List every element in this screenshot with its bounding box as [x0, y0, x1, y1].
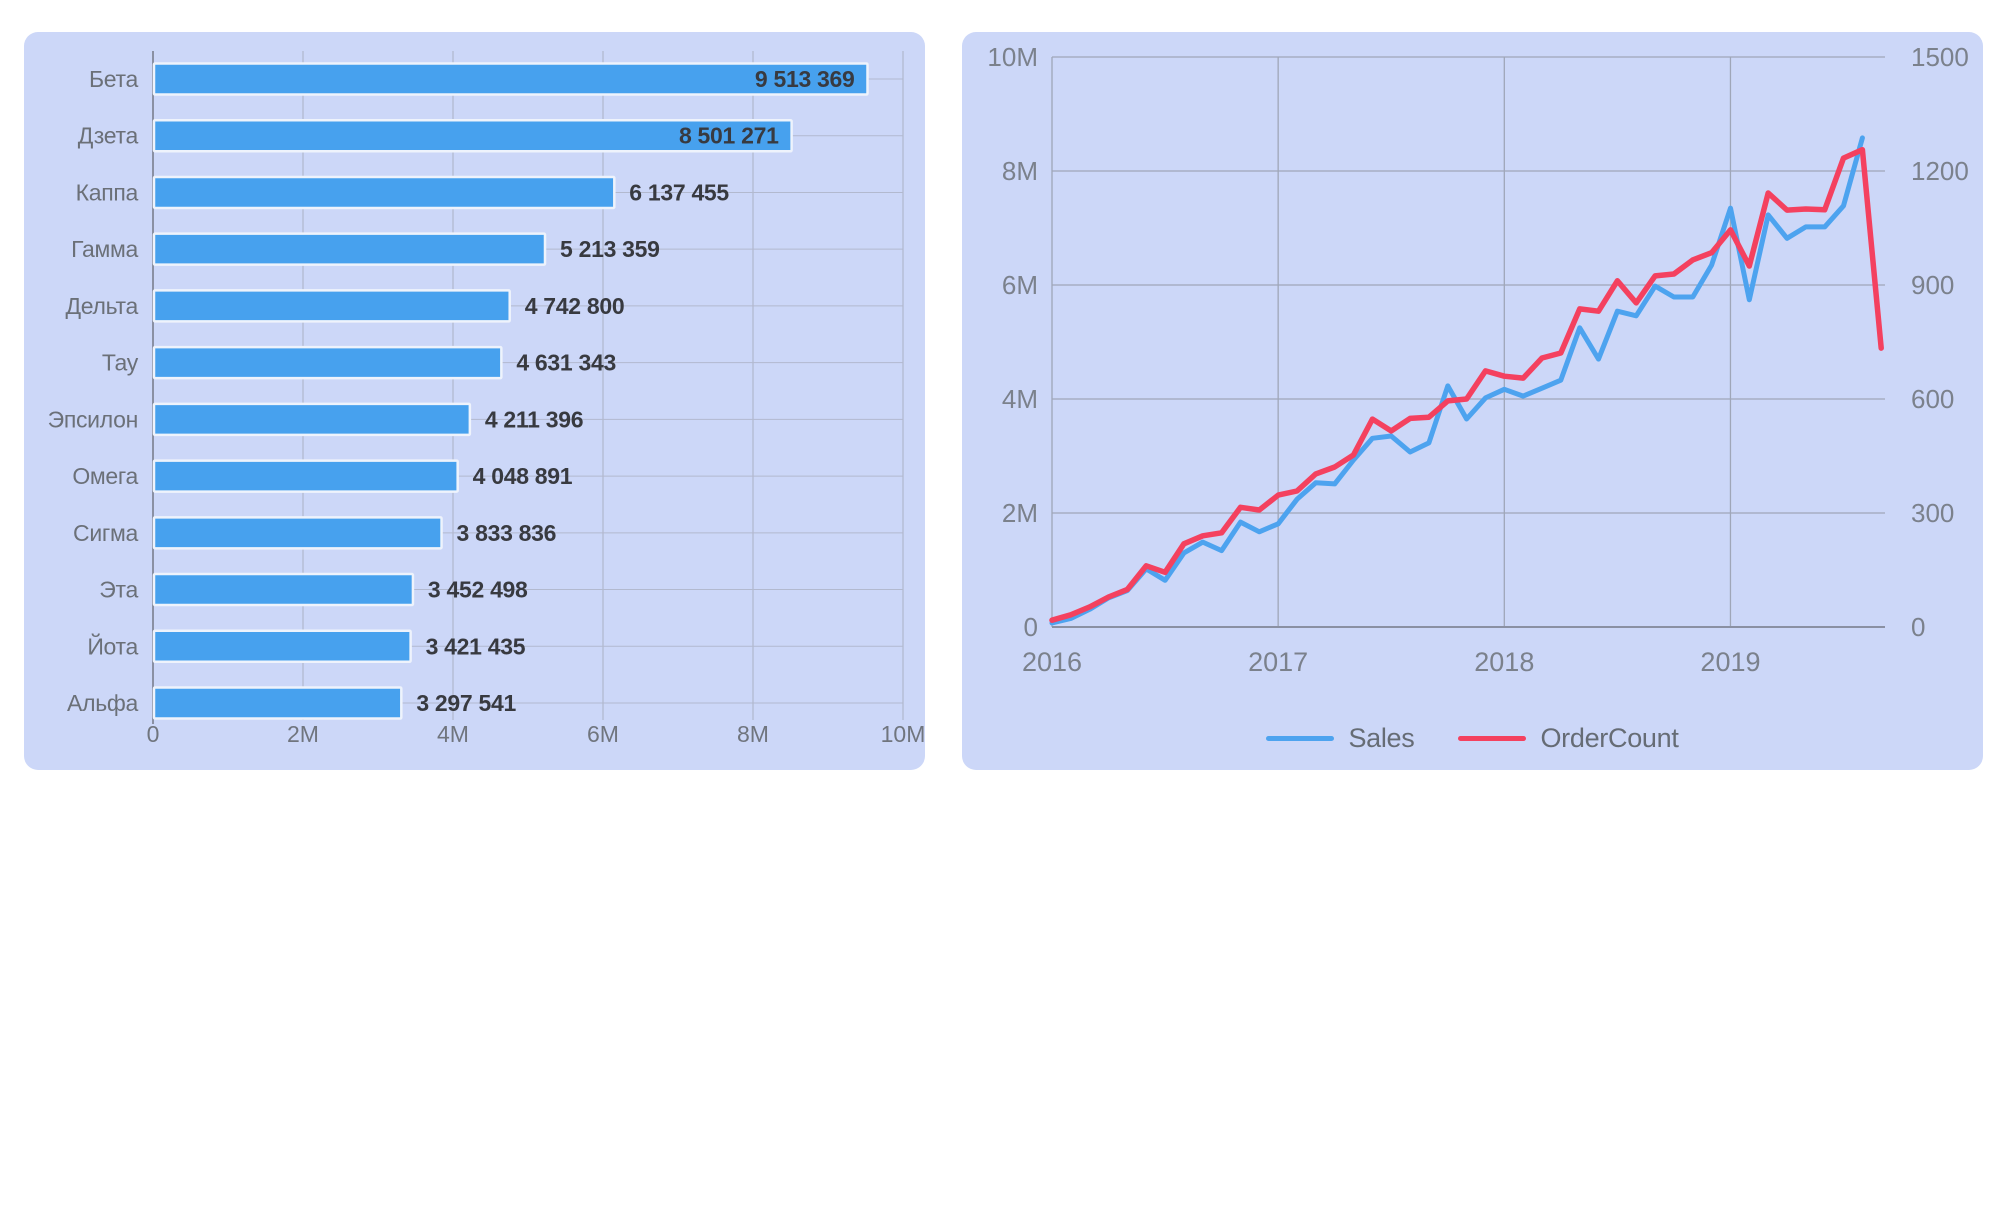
legend-label-sales: Sales [1348, 723, 1415, 753]
right-axis-tick-label: 600 [1911, 384, 1954, 414]
bar-value-label: 4 742 800 [525, 293, 625, 319]
left-axis-tick-label: 10M [987, 42, 1038, 72]
series-line-sales [1049, 135, 1865, 626]
series-line-ordercount [1049, 146, 1884, 623]
category-label: Дзета [78, 123, 139, 149]
category-label: Тау [102, 350, 139, 376]
bar-chart-card: Бета 9 513 369 Дзета 8 501 271 Каппа 6 137 45… [24, 32, 925, 770]
x-tick-label: 10M [881, 721, 925, 747]
category-label: Сигма [73, 520, 138, 546]
bar-5[interactable] [152, 345, 503, 380]
chart-legend: Sales OrderCount [962, 723, 1983, 754]
category-label: Омега [72, 463, 138, 489]
bar-value-label: 3 297 541 [416, 690, 516, 716]
category-label: Гамма [71, 236, 138, 262]
bar-value-label: 6 137 455 [629, 179, 729, 205]
line-chart: 0 0 2M 300 4M 600 6M 900 8M 1200 10M 1500 2016 2017 20… [987, 42, 1969, 677]
x-tick-label: 0 [147, 721, 160, 747]
x-year-label: 2018 [1474, 647, 1534, 677]
bar-value-label: 8 501 271 [679, 123, 779, 149]
right-axis-tick-label: 300 [1911, 498, 1954, 528]
x-year-label: 2017 [1248, 647, 1308, 677]
sales-line-swatch [1266, 736, 1335, 741]
x-tick-label: 2M [287, 721, 319, 747]
bar-11[interactable] [152, 686, 403, 720]
category-label: Эта [99, 577, 138, 603]
left-axis-tick-label: 8M [1002, 156, 1038, 186]
bar-4[interactable] [152, 289, 511, 323]
right-axis-tick-label: 0 [1911, 612, 1925, 642]
bar-8[interactable] [152, 516, 443, 550]
bar-0[interactable] [152, 62, 869, 96]
bar-10[interactable] [152, 629, 412, 664]
bar-6[interactable] [152, 402, 472, 437]
x-year-label: 2016 [1022, 647, 1082, 677]
category-label: Эпсилон [48, 406, 138, 432]
bar-9[interactable] [152, 572, 415, 607]
line-chart-card: 0 0 2M 300 4M 600 6M 900 8M 1200 10M 1500 2016 2017 20… [962, 32, 1983, 770]
right-axis-tick-label: 1500 [1911, 42, 1969, 72]
category-label: Бета [89, 66, 138, 92]
bar-1[interactable] [152, 118, 793, 153]
left-axis-tick-label: 0 [1024, 612, 1038, 642]
x-year-label: 2019 [1700, 647, 1760, 677]
category-label: Каппа [76, 179, 139, 205]
bar-2[interactable] [152, 175, 616, 210]
left-axis-tick-label: 4M [1002, 384, 1038, 414]
ordercount-line-swatch [1458, 736, 1527, 741]
bar-7[interactable] [152, 459, 459, 493]
category-label: Альфа [67, 690, 138, 716]
bar-value-label: 3 452 498 [428, 577, 528, 603]
x-tick-label: 4M [437, 721, 469, 747]
legend-item-ordercount[interactable]: OrderCount [1458, 723, 1679, 754]
bar-chart: Бета 9 513 369 Дзета 8 501 271 Каппа 6 137 45… [48, 51, 925, 747]
bar-value-label: 3 421 435 [426, 633, 526, 659]
bar-value-label: 4 048 891 [473, 463, 573, 489]
legend-label-ordercount: OrderCount [1540, 723, 1679, 753]
left-axis-tick-label: 6M [1002, 270, 1038, 300]
left-axis-tick-label: 2M [1002, 498, 1038, 528]
bar-value-label: 5 213 359 [560, 236, 660, 262]
x-tick-label: 6M [587, 721, 619, 747]
right-axis-tick-label: 900 [1911, 270, 1954, 300]
bar-value-label: 3 833 836 [457, 520, 557, 546]
bar-3[interactable] [152, 232, 547, 266]
category-label: Йота [87, 632, 138, 659]
bar-value-label: 4 631 343 [516, 350, 616, 376]
category-label: Дельта [66, 293, 139, 319]
x-tick-label: 8M [737, 721, 769, 747]
bar-value-label: 4 211 396 [485, 406, 583, 432]
right-axis-tick-label: 1200 [1911, 156, 1969, 186]
bar-value-label: 9 513 369 [755, 66, 855, 92]
legend-item-sales[interactable]: Sales [1266, 723, 1415, 754]
